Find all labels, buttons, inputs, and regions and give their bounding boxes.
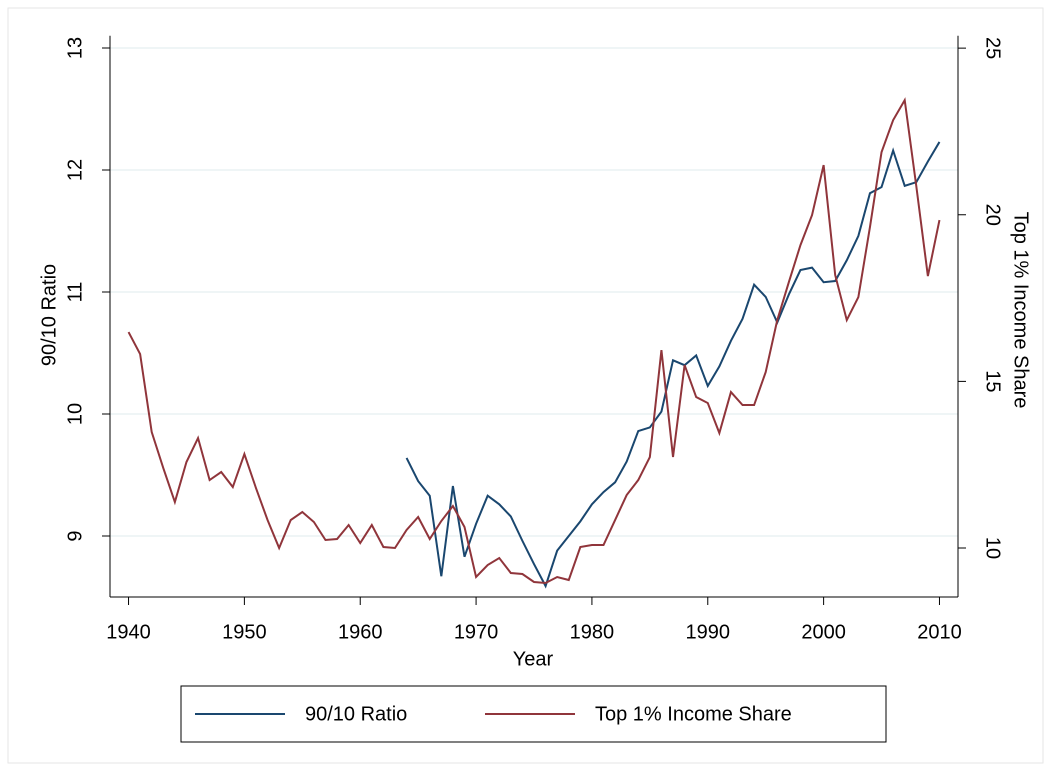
x-tick-label: 1960: [338, 621, 383, 643]
y-tick-label: 9: [64, 530, 86, 541]
x-tick-label: 1970: [454, 621, 499, 643]
y2-tick-label: 10: [982, 537, 1004, 559]
x-axis-title: Year: [513, 648, 554, 670]
y-axis-title: 90/10 Ratio: [38, 264, 60, 366]
y-tick-label: 12: [64, 159, 86, 181]
x-tick-label: 2000: [801, 621, 846, 643]
graph-region: [7, 7, 1044, 764]
series-line: [405, 141, 941, 589]
y2-tick-label: 25: [982, 37, 1004, 59]
x-tick-label: 2010: [917, 621, 962, 643]
x-tick-label: 1980: [570, 621, 615, 643]
y2-tick-label: 20: [982, 204, 1004, 226]
legend-label: Top 1% Income Share: [595, 703, 792, 725]
legend-label: 90/10 Ratio: [305, 703, 407, 725]
x-tick-label: 1940: [106, 621, 151, 643]
y-tick-label: 11: [64, 282, 86, 303]
y-tick-label: 10: [64, 403, 86, 425]
x-tick-label: 1950: [222, 621, 267, 643]
y2-tick-label: 15: [982, 370, 1004, 392]
y2-axis-title: Top 1% Income Share: [1010, 212, 1032, 409]
y-tick-label: 13: [64, 37, 86, 59]
x-tick-label: 1990: [686, 621, 731, 643]
series-line: [127, 97, 941, 585]
